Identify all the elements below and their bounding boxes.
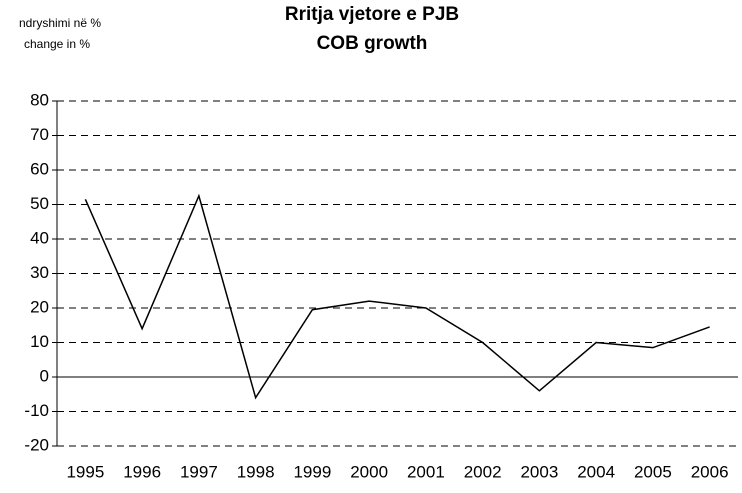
line	[84, 193, 710, 400]
x-tick-label: 2005	[634, 462, 672, 481]
y-tick-label: 40	[30, 228, 49, 247]
x-tick-label: 2000	[350, 462, 388, 481]
y-tick-label: 30	[30, 263, 49, 282]
y-tick-label: -10	[24, 401, 49, 420]
y-axis-label: ndryshimi në %	[19, 16, 101, 30]
y-tick-label: 60	[30, 159, 49, 178]
x-tick-label: 2003	[520, 462, 558, 481]
x-tick-label: 1997	[180, 462, 218, 481]
x-tick-label: 2006	[691, 462, 729, 481]
x-tick-label: 1998	[237, 462, 275, 481]
y-tick-label: -20	[24, 435, 49, 454]
x-tick-label: 1996	[123, 462, 161, 481]
x-tick-label: 2002	[464, 462, 502, 481]
x-tick-label: 2001	[407, 462, 445, 481]
x-tick-label: 1999	[293, 462, 331, 481]
x-tick-label: 2004	[577, 462, 615, 481]
y-axis-label: change in %	[24, 37, 90, 51]
chart-title: Rritja vjetore e PJB	[285, 4, 459, 25]
y-tick-label: 0	[40, 366, 49, 385]
y-tick-label: 20	[30, 297, 49, 316]
x-tick-label: 1995	[66, 462, 104, 481]
y-tick-label: 10	[30, 332, 49, 351]
y-tick-label: 70	[30, 125, 49, 144]
chart-title: COB growth	[317, 33, 428, 54]
y-tick-label: 50	[30, 194, 49, 213]
y-tick-label: 80	[30, 90, 49, 109]
